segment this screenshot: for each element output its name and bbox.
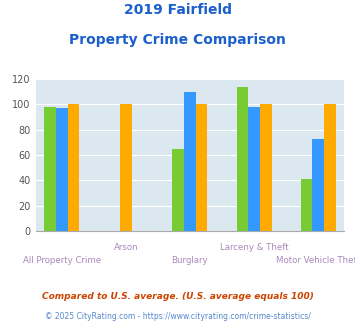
Bar xyxy=(324,105,335,231)
Text: © 2025 CityRating.com - https://www.cityrating.com/crime-statistics/: © 2025 CityRating.com - https://www.city… xyxy=(45,312,310,321)
Text: Arson: Arson xyxy=(114,243,138,251)
Bar xyxy=(173,149,184,231)
Bar xyxy=(236,87,248,231)
Bar xyxy=(44,107,56,231)
Bar xyxy=(120,105,132,231)
Text: Compared to U.S. average. (U.S. average equals 100): Compared to U.S. average. (U.S. average … xyxy=(42,292,313,301)
Bar xyxy=(301,179,312,231)
Bar xyxy=(312,139,324,231)
Text: Burglary: Burglary xyxy=(171,256,208,265)
Text: Property Crime Comparison: Property Crime Comparison xyxy=(69,33,286,47)
Bar xyxy=(184,92,196,231)
Bar xyxy=(196,105,207,231)
Bar xyxy=(260,105,272,231)
Text: Motor Vehicle Theft: Motor Vehicle Theft xyxy=(276,256,355,265)
Bar xyxy=(67,105,79,231)
Text: All Property Crime: All Property Crime xyxy=(23,256,101,265)
Bar xyxy=(248,107,260,231)
Bar xyxy=(56,108,67,231)
Text: Larceny & Theft: Larceny & Theft xyxy=(220,243,288,251)
Text: 2019 Fairfield: 2019 Fairfield xyxy=(124,3,231,17)
